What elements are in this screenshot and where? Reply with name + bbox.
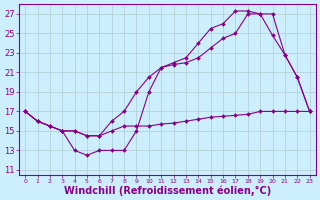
X-axis label: Windchill (Refroidissement éolien,°C): Windchill (Refroidissement éolien,°C) — [64, 185, 271, 196]
